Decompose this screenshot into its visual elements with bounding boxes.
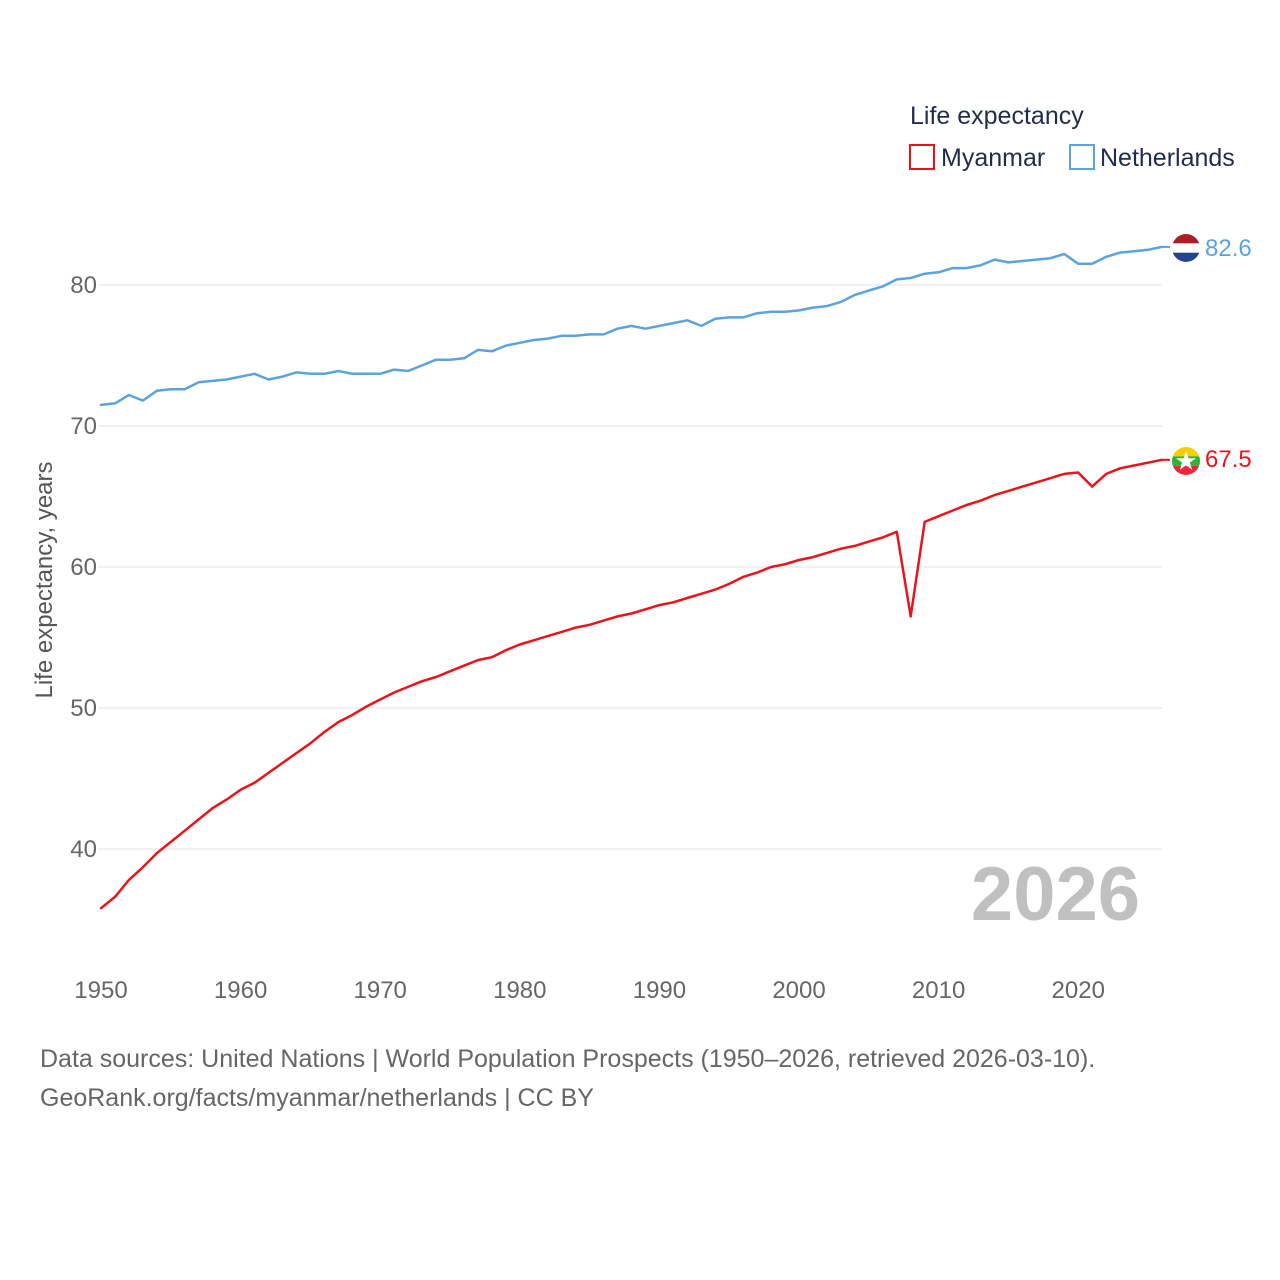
y-tick-label-70: 70 (70, 413, 97, 440)
legend-label-netherlands: Netherlands (1100, 144, 1235, 172)
legend-swatch-netherlands (1069, 144, 1095, 170)
legend-swatch-myanmar (909, 144, 935, 170)
legend-label-myanmar: Myanmar (941, 144, 1045, 172)
y-axis-ticks: 40 50 60 70 80 (70, 272, 97, 863)
legend-title: Life expectancy (910, 102, 1084, 130)
y-tick-label-80: 80 (70, 272, 97, 299)
x-tick-label-2020: 2020 (1052, 977, 1105, 1004)
netherlands-end-label: 82.6 (1205, 235, 1252, 262)
x-tick-label-2010: 2010 (912, 977, 965, 1004)
series-lines (99, 245, 1170, 910)
series-line-myanmar (99, 458, 1164, 910)
x-tick-label-1970: 1970 (354, 977, 407, 1004)
netherlands-flag-icon (1172, 234, 1200, 262)
y-tick-label-50: 50 (70, 695, 97, 722)
credit-link[interactable]: GeoRank.org/facts/myanmar/netherlands | … (40, 1084, 594, 1112)
x-tick-label-1980: 1980 (493, 977, 546, 1004)
current-year-label: 2026 (971, 852, 1140, 937)
series-line-netherlands (99, 245, 1164, 407)
myanmar-end-label: 67.5 (1205, 446, 1252, 473)
x-tick-label-1960: 1960 (214, 977, 267, 1004)
legend-item-myanmar[interactable]: Myanmar (909, 144, 1045, 172)
legend-item-netherlands[interactable]: Netherlands (1069, 144, 1235, 172)
x-tick-label-1950: 1950 (74, 977, 127, 1004)
y-tick-label-40: 40 (70, 836, 97, 863)
x-axis-ticks: 1950 1960 1970 1980 1990 2000 2010 2020 (74, 977, 1105, 1004)
gridlines (98, 284, 1162, 850)
data-sources-text: Data sources: United Nations | World Pop… (40, 1045, 1096, 1073)
myanmar-flag-icon (1172, 447, 1200, 475)
x-tick-label-1990: 1990 (633, 977, 686, 1004)
y-axis-label: Life expectancy, years (31, 461, 58, 698)
x-tick-label-2000: 2000 (772, 977, 825, 1004)
y-tick-label-60: 60 (70, 554, 97, 581)
